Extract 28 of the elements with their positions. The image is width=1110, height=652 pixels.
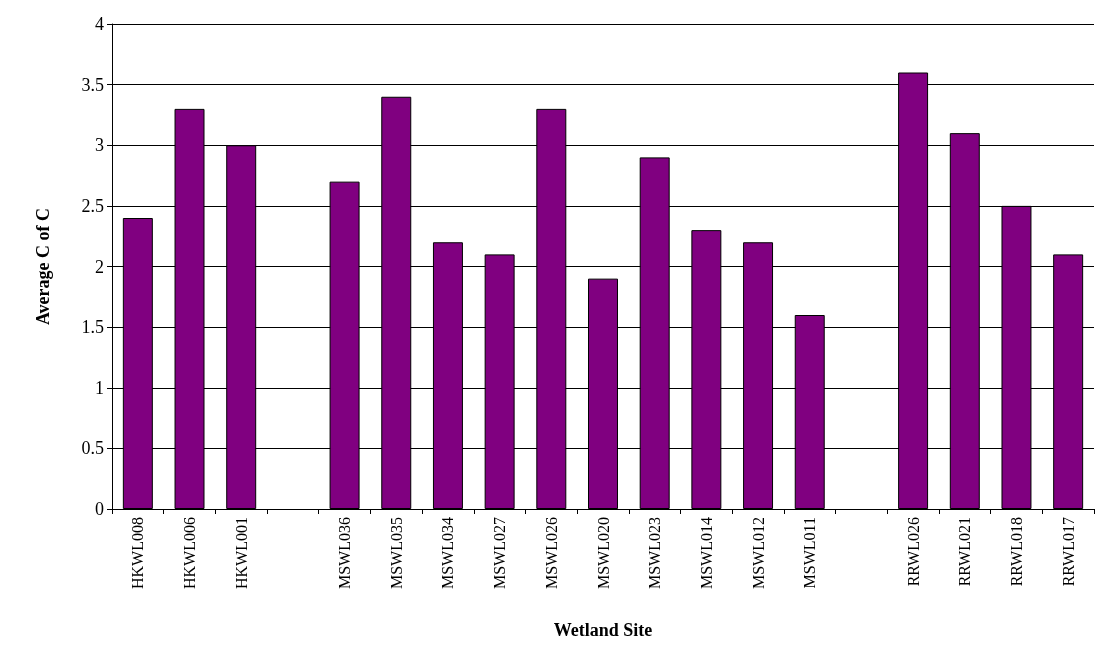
x-tick-label: MSWL012 [749, 517, 767, 589]
y-axis-title: Average C of C [33, 207, 53, 326]
x-tick-label: HKWL001 [232, 517, 250, 589]
x-tick-label: MSWL011 [801, 517, 819, 589]
y-tick-label: 3 [95, 135, 104, 156]
y-tick-label: 2 [95, 256, 104, 277]
y-tick-label: 4 [95, 14, 104, 34]
x-tick-label: MSWL035 [387, 517, 405, 589]
x-tick-label: RRWL018 [1007, 517, 1025, 587]
x-tick-label: MSWL014 [697, 517, 715, 589]
y-tick-label: 3.5 [81, 74, 104, 95]
x-tick-label: MSWL026 [542, 517, 560, 589]
y-tick-label: 1.5 [81, 317, 104, 338]
y-tick-label: 1 [95, 377, 104, 398]
y-tick-label: 2.5 [81, 195, 104, 216]
x-axis-title: Wetland Site [553, 620, 653, 640]
y-tick-label: 0.5 [81, 438, 104, 459]
x-tick-label: RRWL021 [956, 517, 974, 587]
x-tick-label: RRWL026 [904, 517, 922, 587]
x-tick-label: HKWL008 [129, 517, 147, 589]
x-tick-label: HKWL006 [181, 517, 199, 589]
x-tick-label: MSWL020 [594, 517, 612, 589]
y-tick-label: 0 [95, 499, 104, 519]
x-tick-label: RRWL017 [1059, 517, 1077, 587]
x-tick-label: MSWL034 [439, 517, 457, 589]
x-tick-label: MSWL027 [491, 517, 509, 589]
x-tick-label: MSWL023 [646, 517, 664, 589]
x-tick-label: MSWL036 [336, 517, 354, 589]
